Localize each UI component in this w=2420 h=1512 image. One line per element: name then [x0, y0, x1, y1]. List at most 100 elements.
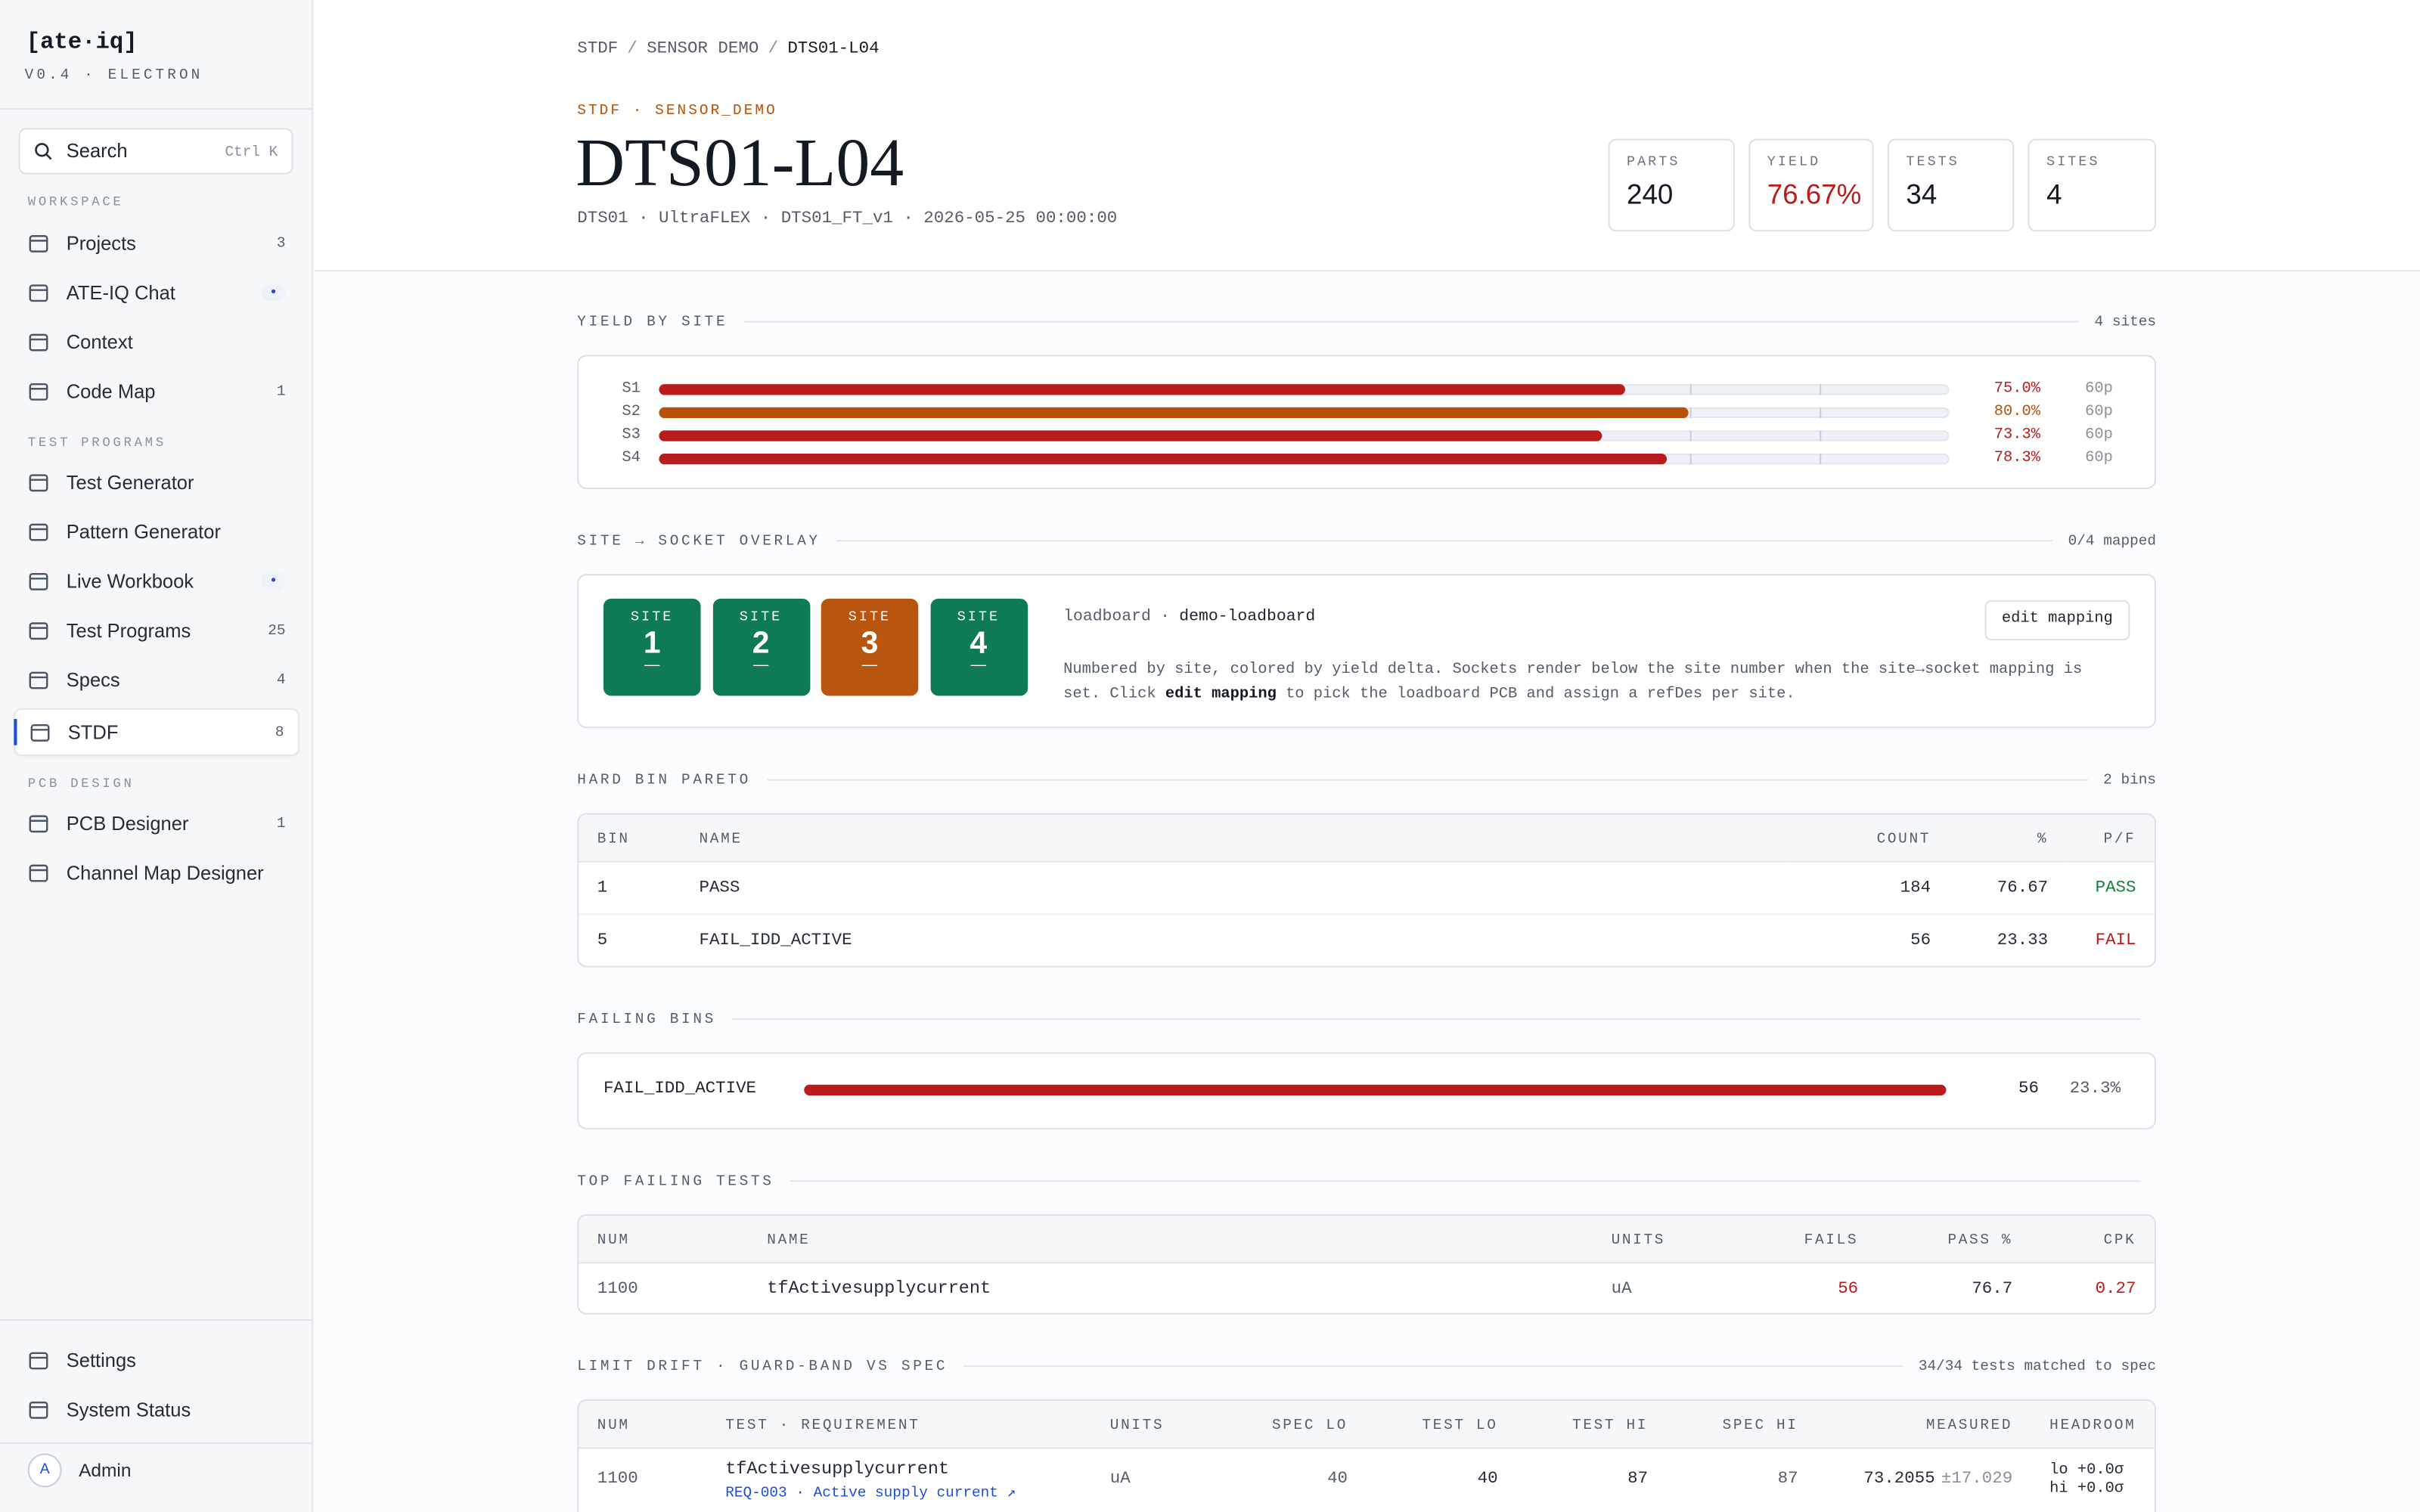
nav-item[interactable]: STDF 8 — [14, 708, 299, 756]
breadcrumb-item[interactable]: STDF — [577, 40, 619, 59]
section-title: SITE → SOCKET OVERLAY — [577, 532, 821, 550]
section-rule — [963, 1365, 1903, 1368]
nav-item[interactable]: Projects 3 — [14, 219, 299, 267]
cell: tfActivesupplycurrent REQ-003 · Active su… — [707, 1448, 1092, 1510]
cell: uA — [1611, 1279, 1632, 1299]
loadboard: loadboard · demo-loadboard — [1063, 608, 1315, 626]
nav-label: Test Generator — [66, 471, 194, 494]
cell: 40 — [1216, 1448, 1367, 1510]
column-header: UNITS — [1091, 1401, 1216, 1449]
cell: 1100 — [597, 1279, 638, 1299]
nav-label: Context — [66, 330, 133, 353]
column-header: PASS % — [1876, 1216, 2031, 1264]
nav-icon — [30, 723, 50, 741]
site-row: S4 78.3% 60p — [579, 448, 2155, 471]
nav-item[interactable]: Channel Map Designer — [14, 848, 299, 896]
value: 87 — [1627, 1470, 1649, 1489]
table-row[interactable]: 5 FAIL_IDD_ACTIVE 56 23.33 FAIL — [579, 914, 2155, 965]
nav-icon — [29, 333, 48, 351]
section-title: TEST PROGRAMS — [27, 435, 166, 451]
nav-item[interactable]: Test Generator — [14, 458, 299, 506]
description-part: edit mapping — [1165, 686, 1277, 704]
site-row: S2 80.0% 60p — [579, 401, 2155, 425]
nav-label: Test Programs — [66, 619, 191, 641]
header-row: NUM NAME UNITS FAILS PASS % CPK — [579, 1216, 2155, 1264]
nav-item[interactable]: Settings — [14, 1336, 299, 1383]
column-header: HEADROOM — [2031, 1401, 2155, 1449]
target-marker — [1819, 407, 1821, 419]
bin-row: FAIL_IDD_ACTIVE 56 23.3% — [603, 1080, 2130, 1098]
cell: 23.33 — [1996, 931, 2049, 950]
nav-item[interactable]: Test Programs 25 — [14, 606, 299, 654]
nav-item[interactable]: Pattern Generator — [14, 507, 299, 555]
target-marker — [1690, 453, 1692, 465]
column-header: % — [1949, 814, 2067, 863]
page-title: DTS01-L04 — [576, 125, 904, 201]
stat-value: 34 — [1906, 178, 1938, 210]
tile-socket: — — [644, 657, 660, 674]
nav-item[interactable]: PCB Designer 1 — [14, 799, 299, 847]
bin-name: FAIL_IDD_ACTIVE — [603, 1080, 757, 1099]
yield-pct: 78.3% — [1993, 450, 2040, 468]
table-row[interactable]: 1100 tfActivesupplycurrent REQ-003 · Activ… — [579, 1448, 2155, 1510]
yield-track — [659, 430, 1950, 442]
tile-label: SITE — [848, 609, 892, 625]
bin-pct: 23.3% — [2069, 1080, 2121, 1099]
breadcrumb-item[interactable]: SENSOR DEMO — [618, 40, 759, 58]
table-row[interactable]: 1 PASS 184 76.67 PASS — [579, 861, 2155, 916]
nav-badge: 1 — [276, 383, 286, 400]
user[interactable]: A Admin — [14, 1445, 299, 1493]
cell: PASS — [680, 861, 1789, 916]
nav-item[interactable]: ATE-IQ Chat • — [14, 268, 299, 316]
data-table: NUM TEST · REQUIREMENT UNITS SPEC LO TEST LO… — [579, 1401, 2155, 1510]
edit-mapping-button[interactable]: edit mapping — [1984, 600, 2130, 640]
nav-item[interactable]: Live Workbook • — [14, 557, 299, 605]
search-icon — [35, 143, 52, 160]
nav-item[interactable]: System Status — [14, 1386, 299, 1433]
search-box[interactable]: Search Ctrl K — [18, 128, 293, 175]
column-header: NUM — [579, 1216, 749, 1264]
description-part: to pick the loadboard PCB and assign a r… — [1276, 686, 1795, 704]
sigma: ±17.029 — [1941, 1470, 2013, 1489]
section-rule — [836, 540, 2053, 542]
nav-label: Code Map — [66, 380, 156, 402]
stat-value: 4 — [2046, 178, 2062, 210]
parts: 60p — [2085, 450, 2113, 468]
site-name: S2 — [622, 404, 641, 422]
value: 40 — [1477, 1470, 1498, 1489]
tile-socket: — — [970, 657, 987, 674]
column-header: TEST HI — [1516, 1401, 1667, 1449]
cell: FAIL — [2095, 931, 2136, 950]
description-part: Numbered by site, colored by yield delta… — [1063, 662, 2083, 704]
table-card: NUM TEST · REQUIREMENT UNITS SPEC LO TEST LO… — [577, 1399, 2157, 1512]
table-row[interactable]: 1100 tfActivesupplycurrent uA 56 76.7 0.27 — [579, 1263, 2155, 1312]
section-rule — [743, 321, 2080, 323]
parts: 60p — [2085, 427, 2113, 445]
yield-bar — [659, 453, 1668, 465]
cell: uA — [1091, 1448, 1216, 1510]
nav-label: PCB Designer — [66, 812, 189, 835]
data-table: BIN NAME COUNT% P/F 1 PASS 184 76.67 PASS 5 FAIL_I… — [579, 814, 2155, 966]
requirement-link[interactable]: REQ-003 · Active supply current ↗ — [725, 1483, 1016, 1501]
section-aside: 2 bins — [2103, 771, 2157, 789]
yield-pct: 80.0% — [1993, 404, 2040, 422]
nav-icon — [29, 572, 48, 590]
nav-item[interactable]: Context — [14, 318, 299, 365]
nav-item[interactable]: Specs 4 — [14, 655, 299, 703]
cell: 87 — [1516, 1448, 1667, 1510]
cell: 76.67 — [1949, 861, 2067, 916]
site-tile: SITE 3— — [821, 598, 919, 696]
nav-item[interactable]: Code Map 1 — [14, 367, 299, 415]
column-header: BIN — [579, 814, 681, 863]
cell: PASS — [2066, 861, 2155, 916]
stat-label: YIELD — [1767, 154, 1821, 170]
yield-card: S1 75.0% 60p S2 80.0% 60p S3 73.3% 60p S4 78.3% 60p — [577, 355, 2157, 489]
nav-label: Channel Map Designer — [66, 861, 264, 884]
nav-badge: • — [261, 284, 286, 301]
divider — [0, 107, 314, 110]
section-rule — [731, 1018, 2141, 1020]
nav-label: ATE-IQ Chat — [66, 281, 175, 304]
separator: · — [1160, 608, 1171, 627]
tile-number: 4 — [970, 626, 988, 661]
section-title: WORKSPACE — [27, 194, 124, 210]
